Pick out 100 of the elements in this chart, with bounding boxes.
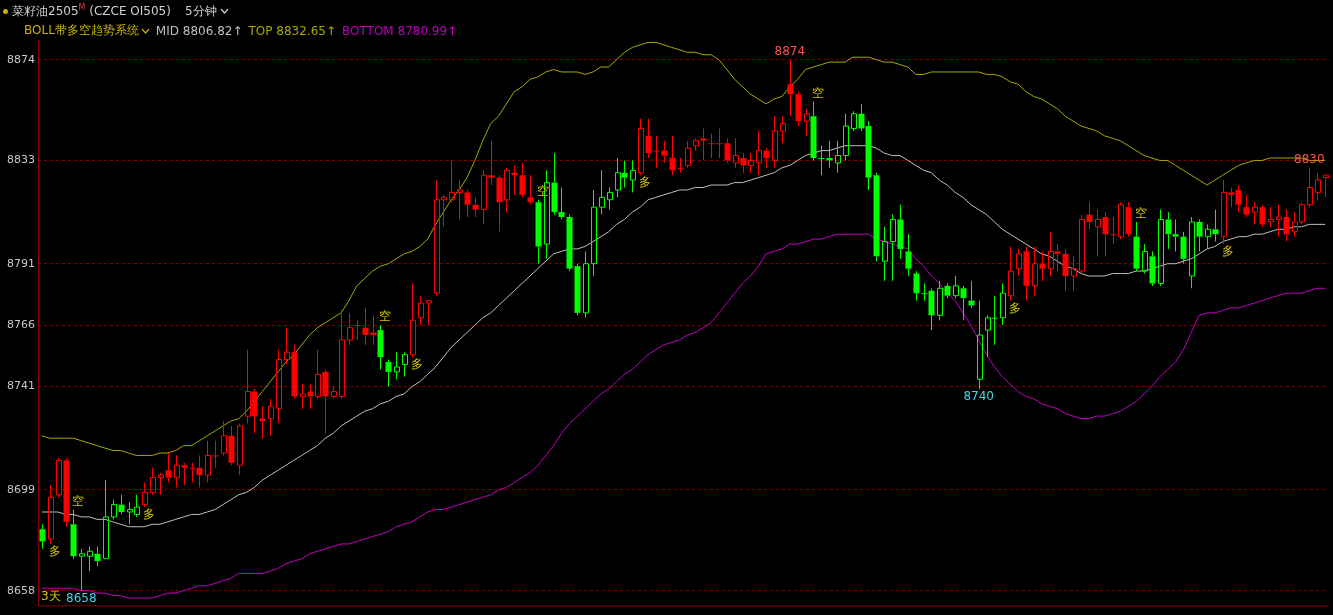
candlestick <box>63 457 70 528</box>
candlestick <box>1008 245 1014 302</box>
y-tick-label: 8791 <box>7 256 35 270</box>
candlestick <box>79 548 85 592</box>
text: 多 <box>1009 300 1022 315</box>
candlestick <box>700 128 707 161</box>
candlestick <box>1180 231 1187 265</box>
candlestick <box>1165 211 1172 250</box>
candlestick <box>377 324 384 370</box>
chart-title: 菜籽油2505$^{M}$ (CZCE OI505) <box>12 2 171 20</box>
candlestick <box>519 162 526 198</box>
annotation: 3天 <box>41 588 61 606</box>
candlestick <box>1125 201 1132 238</box>
candlestick <box>165 452 172 483</box>
candlestick <box>1062 248 1069 292</box>
candlestick <box>488 140 495 186</box>
legend-title: BOLL带多空趋势系统 <box>24 22 139 39</box>
candlestick <box>583 250 589 319</box>
candlestick <box>158 472 164 496</box>
text: 多 <box>1221 244 1234 259</box>
y-tick-label: 8658 <box>7 583 35 597</box>
candlestick <box>1023 245 1030 302</box>
candlestick <box>1252 201 1258 225</box>
candlestick <box>527 174 534 206</box>
text: 空 <box>379 309 392 324</box>
candlestick <box>960 285 967 321</box>
candlestick <box>291 344 298 400</box>
candlestick <box>716 128 723 159</box>
candlestick <box>212 440 219 469</box>
candlestick <box>268 398 274 437</box>
candlestick <box>944 282 951 299</box>
candlestick <box>347 312 353 346</box>
candlestick <box>1172 218 1179 252</box>
candlestick <box>772 115 778 169</box>
y-tick-label: 8699 <box>7 482 35 496</box>
candlestick <box>1039 250 1046 282</box>
candlestick <box>174 454 180 488</box>
text: MID 8806.82↑ <box>155 23 243 38</box>
candlestick <box>322 368 329 434</box>
candlestick <box>205 440 211 483</box>
candlestick <box>795 91 802 127</box>
candlestick <box>810 100 817 161</box>
candlestick <box>669 135 676 176</box>
candlestick <box>228 425 235 466</box>
candlestick <box>551 152 558 216</box>
candlestick <box>410 282 416 358</box>
candlestick <box>693 137 699 152</box>
candlestick <box>1196 218 1203 252</box>
candlestick <box>449 159 455 203</box>
candlestick <box>103 479 109 560</box>
candlestick <box>1149 250 1156 287</box>
candlestick <box>464 189 471 218</box>
candlestick <box>661 140 668 164</box>
candlestick <box>818 145 825 176</box>
candlestick <box>1016 248 1022 277</box>
text: 空 <box>72 493 85 508</box>
candlestick <box>780 115 786 144</box>
candlestick <box>905 233 912 277</box>
candlestick <box>1259 204 1266 228</box>
candlestick <box>897 204 904 260</box>
candlestick <box>977 300 983 390</box>
candlestick <box>835 140 841 174</box>
candlestick <box>1268 206 1274 228</box>
candlestick <box>48 484 54 545</box>
candlestick <box>1276 204 1282 238</box>
text: 8740 <box>963 389 994 404</box>
candlestick <box>39 523 46 550</box>
candlestick <box>1205 223 1211 250</box>
candlestick <box>402 351 408 378</box>
text: TOP 8832.65↑ <box>248 23 336 38</box>
candlestick <box>1142 243 1148 275</box>
candlestick <box>1243 194 1250 218</box>
candlestick <box>804 108 810 137</box>
candlestick <box>300 383 306 410</box>
text: 空 <box>812 85 825 100</box>
y-tick-label: 8874 <box>7 52 35 66</box>
candlestick <box>724 137 731 164</box>
candlestick <box>1032 245 1038 297</box>
candlestick <box>756 130 762 176</box>
candlestick <box>630 159 636 193</box>
candlestick <box>937 280 943 321</box>
candlestick <box>472 196 479 218</box>
candlestick <box>118 494 125 515</box>
candlestick <box>426 300 432 326</box>
candlestick <box>87 545 93 572</box>
candlestick <box>638 118 644 176</box>
candlestick <box>607 187 613 211</box>
candlestick <box>1000 282 1006 326</box>
text: BOTTOM 8780.99↑ <box>341 23 458 38</box>
text: 8874 <box>774 43 806 58</box>
candlestick <box>276 349 282 424</box>
candlestick <box>1283 209 1290 243</box>
candlestick <box>733 137 739 169</box>
candlestick <box>1212 209 1219 243</box>
candlestick <box>339 309 345 400</box>
candlestick <box>1323 174 1329 198</box>
candlestick <box>237 422 243 476</box>
candlestick <box>677 157 684 174</box>
candlestick <box>394 351 400 380</box>
candlestick <box>882 226 888 282</box>
